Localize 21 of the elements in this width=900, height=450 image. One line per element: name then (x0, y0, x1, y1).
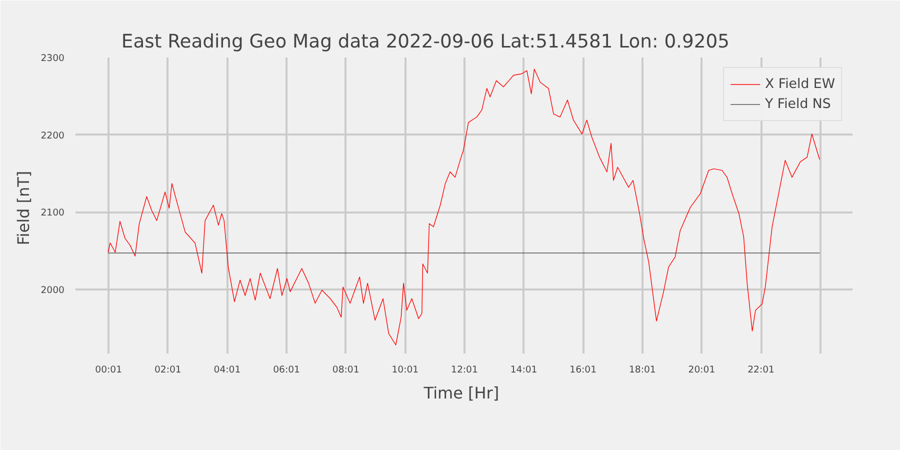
y-tick-label: 2000 (40, 284, 65, 296)
legend-label: X Field EW (765, 76, 835, 92)
x-tick-label: 06:01 (273, 364, 300, 376)
y-tick-label: 2100 (40, 208, 65, 219)
x-tick-label: 00:01 (95, 364, 122, 376)
x-tick-label: 12:01 (451, 364, 478, 376)
x-tick-label: 14:01 (510, 364, 538, 376)
legend-label: Y Field NS (765, 96, 831, 112)
x-tick-label: 08:01 (332, 364, 360, 376)
chart-title: East Reading Geo Mag data 2022-09-06 Lat:51.4581 Lon: 0.9205 (121, 32, 730, 52)
x-axis-title: Time [Hr] (422, 384, 500, 402)
x-tick-label: 04:01 (214, 364, 241, 376)
x-tick-label: 18:01 (628, 364, 656, 376)
y-tick-label: 2300 (40, 53, 65, 64)
y-axis-title: Field [nT] (14, 170, 33, 246)
y-tick-label: 2200 (40, 130, 65, 142)
x-tick-label: 22:01 (748, 364, 775, 376)
x-tick-label: 02:01 (154, 364, 182, 376)
x-tick-label: 20:01 (688, 364, 716, 376)
x-tick-label: 16:01 (570, 364, 597, 376)
x-tick-label: 10:01 (392, 364, 419, 376)
